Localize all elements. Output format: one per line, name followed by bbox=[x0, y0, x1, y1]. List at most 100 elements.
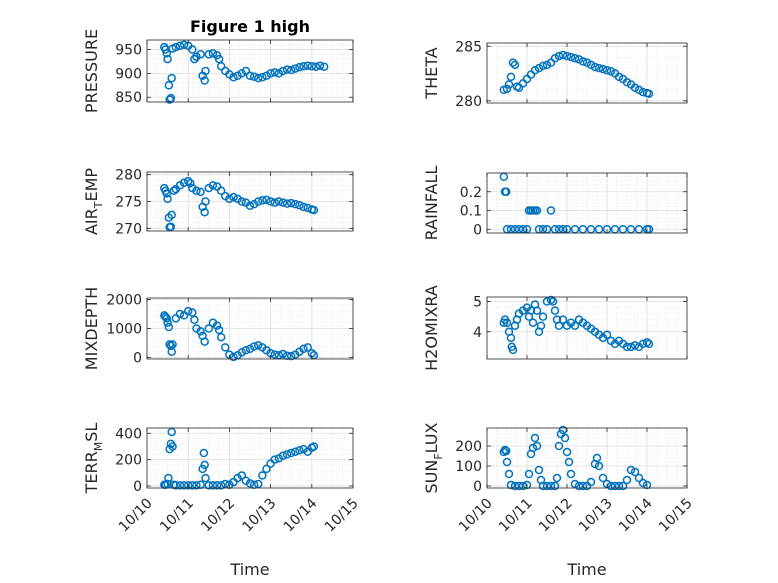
data-point bbox=[630, 341, 640, 350]
data-point bbox=[270, 350, 279, 359]
subplot-5: 0 1000 2000 MIXDEPTH bbox=[82, 287, 354, 370]
data-point bbox=[164, 473, 173, 483]
y-tick-label: 280 bbox=[455, 94, 482, 110]
y-tick-label: 280 bbox=[115, 168, 142, 184]
x-tick-label: 10/10 bbox=[116, 495, 156, 535]
data-point bbox=[532, 206, 542, 215]
data-point bbox=[163, 194, 172, 204]
data-point bbox=[188, 308, 197, 317]
data-point bbox=[183, 176, 193, 186]
data-point bbox=[558, 50, 568, 60]
data-point bbox=[162, 49, 172, 58]
data-point bbox=[253, 479, 263, 489]
data-point bbox=[638, 339, 648, 349]
data-point bbox=[538, 312, 548, 321]
data-point bbox=[278, 349, 288, 359]
data-point bbox=[501, 446, 511, 456]
y-tick-label: 270 bbox=[115, 221, 142, 237]
data-point bbox=[291, 199, 300, 209]
y-axis-label: AIRTEMP bbox=[82, 168, 105, 235]
data-point bbox=[179, 481, 189, 490]
data-point bbox=[502, 318, 512, 327]
data-point bbox=[186, 179, 195, 188]
x-tick-label: 10/12 bbox=[536, 495, 576, 535]
data-point bbox=[502, 457, 512, 467]
data-point bbox=[550, 306, 560, 315]
data-point bbox=[165, 340, 174, 349]
data-point bbox=[548, 297, 558, 306]
data-point bbox=[237, 197, 247, 206]
x-tick-label: 10/11 bbox=[157, 495, 197, 535]
data-point bbox=[201, 473, 210, 483]
data-point bbox=[278, 198, 288, 207]
data-point bbox=[550, 481, 560, 491]
data-point bbox=[229, 72, 238, 82]
data-point bbox=[602, 66, 612, 75]
data-point bbox=[245, 201, 255, 211]
y-axis-label: RAINFALL bbox=[422, 166, 441, 241]
data-point bbox=[216, 481, 226, 490]
x-axis-label: Time bbox=[229, 560, 269, 579]
subplot-4: 0 0.1 0.2 RAINFALL bbox=[422, 166, 688, 241]
data-point bbox=[542, 297, 552, 306]
data-point bbox=[282, 450, 292, 459]
data-point bbox=[618, 481, 628, 491]
data-point bbox=[307, 61, 317, 71]
data-point bbox=[510, 60, 520, 70]
y-tick-label: 900 bbox=[115, 66, 142, 82]
data-point bbox=[278, 451, 288, 460]
data-point bbox=[534, 465, 544, 475]
data-point bbox=[508, 58, 518, 67]
data-point bbox=[560, 433, 570, 443]
data-point bbox=[622, 342, 632, 352]
y-tick-label: 5 bbox=[473, 295, 482, 311]
data-point bbox=[642, 480, 652, 490]
axes-frame bbox=[486, 427, 688, 489]
data-point bbox=[204, 50, 214, 59]
y-tick-label: 100 bbox=[455, 459, 482, 475]
data-point bbox=[188, 45, 197, 54]
x-axis-label: Time bbox=[566, 560, 606, 579]
data-point bbox=[564, 457, 574, 467]
data-point bbox=[522, 480, 532, 490]
data-point bbox=[200, 76, 209, 85]
data-point bbox=[542, 481, 552, 491]
data-point bbox=[199, 448, 209, 458]
data-point bbox=[506, 480, 516, 490]
data-point bbox=[311, 62, 321, 71]
data-point bbox=[237, 471, 247, 480]
data-point bbox=[532, 306, 542, 315]
data-point bbox=[190, 315, 199, 325]
data-point bbox=[225, 194, 234, 204]
data-point bbox=[309, 205, 319, 215]
data-point bbox=[163, 54, 172, 64]
data-point bbox=[270, 68, 279, 77]
data-point bbox=[291, 447, 300, 456]
data-point bbox=[221, 479, 230, 489]
data-point bbox=[282, 199, 292, 208]
data-point bbox=[192, 186, 201, 196]
data-point bbox=[196, 187, 205, 197]
data-point bbox=[208, 181, 218, 190]
data-point bbox=[644, 89, 654, 98]
data-point bbox=[554, 441, 564, 451]
data-point bbox=[212, 321, 222, 330]
axes-frame bbox=[146, 427, 354, 489]
data-point bbox=[212, 481, 222, 490]
data-point bbox=[303, 61, 312, 71]
data-point bbox=[299, 61, 308, 71]
data-point bbox=[598, 473, 608, 483]
data-point bbox=[606, 481, 616, 491]
data-point bbox=[214, 325, 224, 335]
data-point bbox=[546, 206, 556, 215]
data-point bbox=[163, 479, 172, 489]
data-point bbox=[196, 50, 205, 59]
data-point bbox=[179, 178, 189, 187]
data-point bbox=[546, 295, 556, 305]
data-point bbox=[291, 64, 300, 73]
data-point bbox=[578, 481, 588, 491]
data-point bbox=[162, 189, 172, 198]
data-point bbox=[590, 62, 600, 72]
data-point bbox=[295, 446, 304, 455]
